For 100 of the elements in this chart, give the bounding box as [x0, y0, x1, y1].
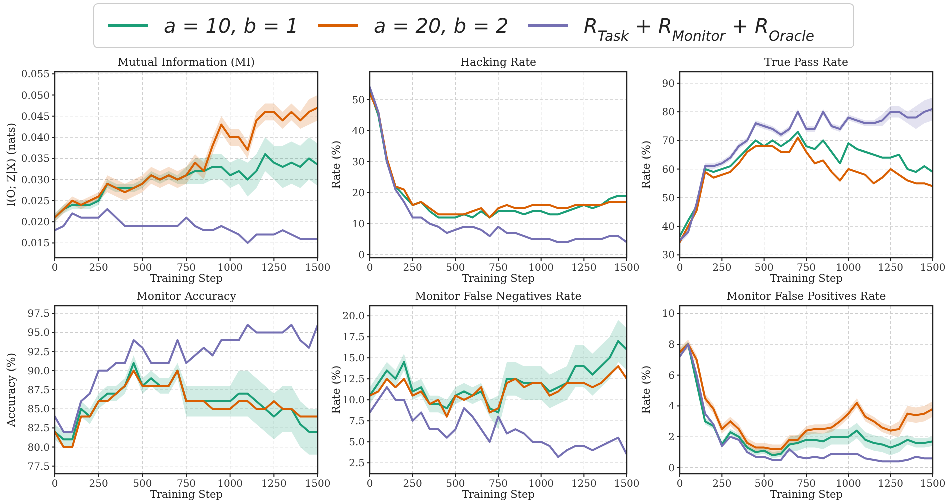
y-tick-label: 0.030 [21, 175, 50, 186]
y-tick-label: 5.0 [349, 438, 365, 449]
y-tick-label: 0.015 [21, 238, 50, 250]
x-tick-label: 250 [403, 263, 422, 274]
y-tick-label: 0.020 [21, 218, 50, 229]
x-tick-label: 1500 [305, 263, 331, 274]
y-tick-label: 92.5 [28, 347, 50, 358]
x-tick-label: 750 [176, 479, 196, 490]
line-series [370, 86, 627, 244]
x-axis-title: Training Step [770, 273, 844, 285]
x-tick-label: 750 [796, 263, 816, 274]
y-tick-label: 8 [668, 340, 675, 352]
y-tick-label: 40 [662, 222, 675, 234]
x-tick-label: 500 [446, 479, 466, 490]
x-tick-label: 1000 [218, 479, 244, 490]
y-axis-title: Rate (%) [640, 366, 653, 414]
line-series [370, 386, 627, 458]
x-tick-label: 1250 [571, 479, 597, 490]
y-tick-label: 85.0 [28, 404, 50, 416]
y-tick-label: 97.5 [28, 309, 50, 320]
y-tick-label: 0 [668, 463, 675, 474]
y-tick-label: 90 [662, 78, 675, 90]
y-tick-label: 0.050 [21, 90, 50, 102]
x-tick-label: 1500 [920, 263, 946, 274]
y-tick-label: 20 [352, 188, 365, 200]
y-tick-label: 15.0 [342, 354, 365, 365]
x-tick-label: 1500 [305, 479, 331, 490]
x-tick-label: 750 [796, 479, 816, 490]
y-tick-label: 80.0 [28, 442, 50, 454]
x-tick-label: 1500 [614, 479, 640, 490]
y-tick-label: 7.5 [349, 416, 365, 428]
y-axis-title: Rate (%) [330, 140, 343, 190]
x-tick-label: 500 [446, 263, 466, 274]
y-tick-label: 4 [668, 402, 675, 413]
x-axis-title: Training Step [462, 273, 536, 285]
y-tick-label: 70 [662, 136, 675, 148]
y-tick-label: 80 [662, 108, 675, 119]
x-tick-label: 250 [403, 479, 422, 490]
y-tick-label: 50 [352, 95, 365, 106]
x-tick-label: 0 [676, 479, 684, 490]
y-tick-label: 0.040 [21, 133, 50, 144]
x-tick-label: 750 [176, 263, 196, 274]
y-tick-label: 0.055 [21, 70, 50, 81]
y-tick-label: 87.5 [28, 386, 50, 396]
y-tick-label: 10 [662, 309, 675, 320]
x-tick-label: 500 [754, 479, 774, 490]
y-tick-label: 2.5 [349, 458, 365, 470]
x-axis-title: Training Step [462, 489, 536, 501]
line-series [55, 208, 318, 244]
x-tick-label: 500 [754, 263, 774, 274]
y-axis-title: Rate (%) [640, 140, 653, 190]
x-tick-label: 0 [52, 263, 58, 274]
chart-title: Mutual Information (MI) [118, 56, 256, 69]
y-axis-title: Rate (%) [330, 366, 343, 414]
chart-title: Monitor False Positives Rate [726, 290, 886, 303]
x-axis-title: Training Step [150, 273, 224, 285]
y-tick-label: 40 [352, 126, 365, 138]
x-tick-label: 1000 [528, 263, 554, 274]
y-tick-label: 6 [668, 370, 675, 382]
y-tick-label: 60 [662, 164, 675, 176]
y-axis-title: Accuracy (%) [5, 352, 18, 428]
line-series [55, 370, 318, 448]
x-tick-label: 1000 [218, 263, 244, 274]
chart-title: Monitor Accuracy [136, 290, 238, 303]
y-tick-label: 0.045 [21, 112, 50, 123]
x-tick-label: 1250 [878, 263, 904, 274]
x-tick-label: 1000 [836, 263, 862, 274]
y-tick-label: 10 [352, 219, 365, 230]
x-tick-label: 750 [488, 479, 508, 490]
line-series [370, 340, 627, 414]
y-tick-label: 95.0 [28, 328, 50, 340]
x-tick-label: 1000 [836, 479, 862, 490]
x-axis-title: Training Step [770, 489, 844, 501]
y-tick-label: 0.025 [21, 196, 50, 208]
y-tick-label: 0.035 [21, 154, 50, 166]
legend-label: a = 20, b = 2 [374, 14, 509, 38]
x-axis-title: Training Step [150, 489, 224, 501]
y-tick-label: 0 [358, 250, 365, 262]
y-tick-label: 50 [662, 193, 675, 204]
x-tick-label: 250 [712, 263, 732, 274]
chart-title: Hacking Rate [460, 56, 537, 69]
line-series [370, 365, 627, 418]
y-tick-label: 30 [352, 157, 365, 168]
y-tick-label: 10.0 [342, 396, 365, 407]
y-tick-label: 90.0 [28, 366, 50, 378]
x-tick-label: 1250 [261, 263, 287, 274]
y-tick-label: 77.5 [28, 462, 50, 473]
y-tick-label: 82.5 [28, 424, 50, 435]
x-tick-label: 1500 [920, 479, 946, 490]
x-tick-label: 0 [366, 479, 374, 490]
y-tick-label: 30 [662, 250, 675, 262]
x-tick-label: 1000 [528, 479, 554, 490]
y-tick-label: 2 [668, 432, 675, 444]
x-tick-label: 1500 [614, 263, 640, 274]
x-tick-label: 0 [52, 479, 58, 490]
chart-title: Monitor False Negatives Rate [415, 290, 582, 303]
x-tick-label: 1250 [261, 479, 287, 490]
line-series [55, 324, 318, 433]
x-tick-label: 250 [89, 479, 108, 490]
x-tick-label: 750 [488, 263, 508, 274]
